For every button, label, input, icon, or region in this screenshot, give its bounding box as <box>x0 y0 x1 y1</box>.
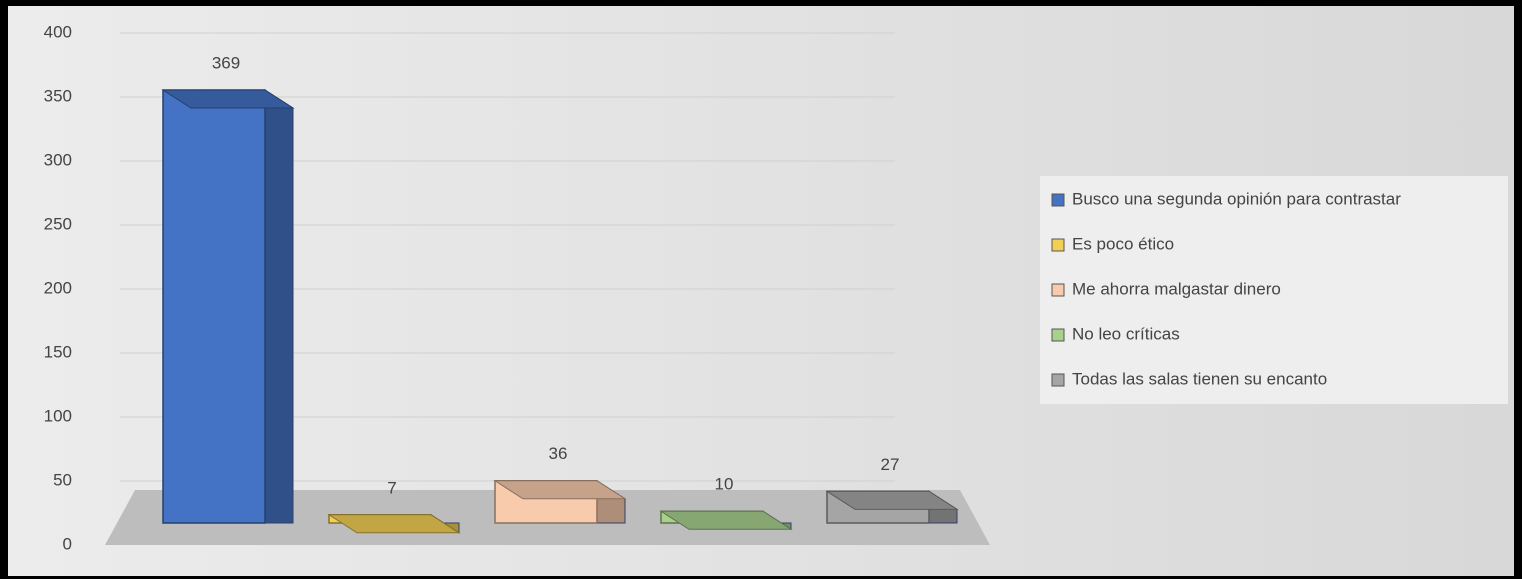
y-tick-label: 100 <box>44 406 72 425</box>
legend-label: Todas las salas tienen su encanto <box>1072 369 1327 388</box>
data-label: 36 <box>549 444 568 463</box>
data-label: 7 <box>387 478 396 497</box>
legend-box <box>1040 176 1508 404</box>
data-label: 27 <box>881 455 900 474</box>
legend-label: No leo críticas <box>1072 324 1180 343</box>
y-tick-label: 200 <box>44 278 72 297</box>
y-tick-label: 250 <box>44 214 72 233</box>
legend-swatch <box>1051 373 1065 387</box>
y-tick-label: 50 <box>53 470 72 489</box>
legend-swatch <box>1051 238 1065 252</box>
legend-swatch <box>1051 283 1065 297</box>
data-label: 369 <box>212 53 240 72</box>
bar <box>162 89 266 524</box>
y-tick-label: 400 <box>44 22 72 41</box>
y-tick-label: 300 <box>44 150 72 169</box>
bar-top <box>659 510 793 530</box>
data-label: 10 <box>715 475 734 494</box>
legend-label: Busco una segunda opinión para contrasta… <box>1072 189 1401 208</box>
legend-label: Es poco ético <box>1072 234 1174 253</box>
y-tick-label: 150 <box>44 342 72 361</box>
bar-top <box>493 480 627 500</box>
bar-top <box>161 89 295 109</box>
y-tick-label: 0 <box>63 534 72 553</box>
legend-swatch <box>1051 193 1065 207</box>
y-tick-label: 350 <box>44 86 72 105</box>
bar-top <box>825 490 959 510</box>
legend-label: Me ahorra malgastar dinero <box>1072 279 1281 298</box>
bar-side <box>264 89 294 524</box>
bar-top <box>327 514 461 534</box>
legend-swatch <box>1051 328 1065 342</box>
